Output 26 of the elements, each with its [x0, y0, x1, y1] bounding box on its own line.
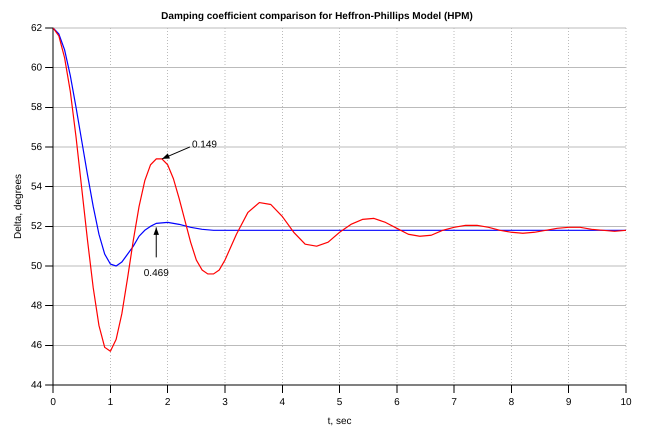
annotation: 0.469	[144, 268, 170, 280]
y-tick-label: 48	[31, 300, 43, 312]
x-tick-label: 9	[566, 396, 572, 408]
y-tick-label: 52	[31, 221, 43, 232]
x-tick-label: 6	[394, 396, 400, 408]
x-tick-label: 1	[108, 396, 114, 408]
x-tick-label: 4	[279, 396, 286, 408]
x-tick-label: 0	[50, 396, 56, 408]
y-tick-label: 44	[31, 380, 43, 391]
y-tick-label: 60	[31, 62, 43, 74]
y-tick-label: 58	[31, 102, 43, 114]
x-tick-label: 2	[164, 396, 171, 408]
x-tick-label: 7	[451, 396, 458, 408]
x-axis-title: t, sec	[328, 416, 352, 427]
x-tick-label: 8	[508, 396, 515, 408]
x-tick-label: 3	[222, 396, 228, 408]
y-tick-label: 56	[31, 142, 43, 153]
y-tick-label: 46	[31, 340, 43, 352]
x-tick-label: 5	[336, 396, 343, 408]
chart-title: Damping coefficient comparison for Heffron-Phillips Model (HPM)	[161, 10, 473, 22]
annotation: 0.149	[192, 140, 218, 151]
y-tick-label: 62	[31, 22, 43, 34]
y-tick-label: 50	[31, 260, 43, 272]
y-axis-title: Delta, degrees	[12, 174, 24, 240]
x-tick-label: 10	[620, 396, 632, 408]
y-tick-label: 54	[31, 181, 43, 192]
